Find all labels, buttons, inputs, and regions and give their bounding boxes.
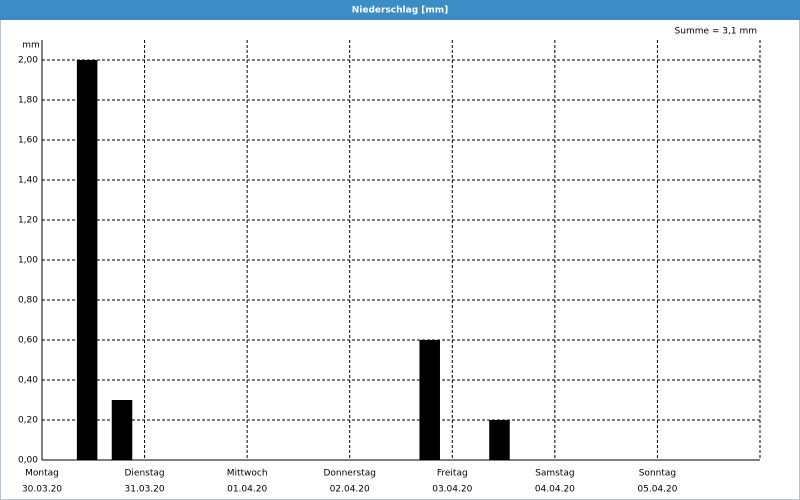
x-tick-date: 04.04.20 [535,485,575,495]
x-tick-label: Mittwoch [227,469,268,479]
y-tick-label: 0,40 [18,376,38,386]
y-tick-label: 1,80 [18,96,38,106]
x-tick-label: Dienstag [125,469,165,479]
y-tick-label: 0,00 [18,456,38,466]
x-tick-date: 31.03.20 [125,485,165,495]
x-tick-label: Montag [25,469,59,479]
x-tick-date: 03.04.20 [432,485,472,495]
y-tick-label: 0,80 [18,296,38,306]
annotation: Summe = 3,1 mm [675,27,757,37]
bar [489,420,510,460]
y-tick-label: 0,20 [18,416,38,426]
x-tick-label: Donnerstag [323,469,376,479]
x-tick-label: Freitag [437,469,468,479]
x-tick-date: 30.03.20 [22,485,62,495]
x-tick-label: Samstag [535,469,574,479]
y-tick-label: 1,60 [18,136,38,146]
bar [76,60,98,460]
y-tick-label: 1,40 [18,176,38,186]
chart-title: Niederschlag [mm] [352,6,449,16]
y-tick-label: 1,20 [18,216,38,226]
bar [419,340,440,460]
x-tick-date: 01.04.20 [227,485,267,495]
y-unit: mm [22,41,40,51]
x-tick-date: 05.04.20 [637,485,677,495]
y-tick-label: 0,60 [18,336,38,346]
x-tick-date: 02.04.20 [330,485,370,495]
y-tick-label: 1,00 [18,256,38,266]
x-tick-label: Sonntag [639,469,676,479]
bar [111,400,133,460]
title-bar [0,0,800,20]
y-tick-label: 2,00 [18,56,38,66]
